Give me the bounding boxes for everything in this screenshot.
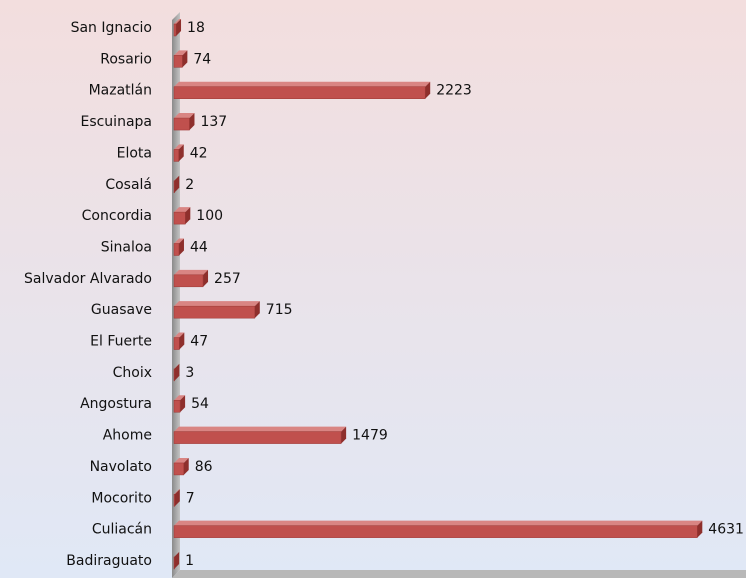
bar-top — [174, 301, 260, 307]
bar-side — [697, 520, 703, 538]
bar-side — [179, 332, 185, 350]
y-tick-label: Angostura — [80, 396, 152, 412]
y-tick-label: Rosario — [100, 51, 152, 67]
bar — [173, 211, 186, 225]
bar — [173, 117, 190, 131]
value-label: 2223 — [436, 83, 472, 99]
value-label: 715 — [266, 302, 293, 318]
y-tick-label: Culiacán — [92, 522, 152, 538]
bar-side — [176, 19, 182, 36]
value-label: 7 — [186, 490, 195, 506]
value-label: 257 — [214, 271, 241, 287]
bar-side — [174, 552, 180, 569]
bar-top — [174, 207, 191, 213]
y-tick-label: Badiraguato — [66, 553, 152, 569]
bars — [173, 19, 703, 570]
bar-top — [174, 269, 209, 275]
y-tick-label: Salvador Alvarado — [24, 271, 152, 287]
y-tick-label: Cosalá — [105, 177, 152, 193]
bar-top — [174, 332, 185, 338]
bar-top — [174, 175, 180, 181]
bar-top — [174, 19, 182, 24]
y-tick-label: Concordia — [82, 208, 152, 224]
y-tick-label: El Fuerte — [90, 334, 152, 350]
bar-side — [189, 113, 195, 131]
bar-side — [254, 301, 260, 319]
y-tick-label: Mocorito — [91, 490, 152, 506]
bar-side — [178, 238, 184, 256]
value-label: 3 — [185, 365, 194, 381]
bar-top — [174, 238, 184, 244]
bar — [173, 399, 181, 413]
bar-side — [174, 489, 180, 507]
bar-top — [174, 520, 703, 526]
value-label: 2 — [185, 177, 194, 193]
y-tick-label: Mazatlán — [89, 83, 152, 99]
bar — [173, 149, 179, 162]
y-tick-label: Guasave — [91, 302, 152, 318]
bar — [173, 556, 175, 570]
value-label: 1 — [185, 553, 194, 569]
y-tick-label: Ahome — [103, 428, 152, 444]
value-label: 137 — [200, 114, 227, 130]
value-label: 74 — [193, 51, 211, 67]
bar — [173, 274, 204, 288]
value-label: 47 — [190, 334, 208, 350]
bar-top — [174, 81, 431, 87]
value-label: 42 — [190, 145, 208, 161]
value-label: 1479 — [352, 428, 388, 444]
value-label: 44 — [190, 239, 208, 255]
value-label: 4631 — [708, 522, 744, 538]
bar-top — [174, 363, 180, 369]
bar-top — [174, 395, 186, 401]
bar-top — [174, 144, 184, 150]
bar-top — [174, 426, 347, 432]
bar-side — [178, 144, 184, 162]
bar-side — [425, 81, 431, 99]
bar — [173, 494, 176, 507]
bar — [173, 23, 177, 37]
bar — [173, 55, 183, 68]
y-tick-label: Choix — [113, 365, 152, 381]
bar-side — [180, 395, 186, 413]
bar-side — [183, 457, 189, 475]
y-tick-label: Elota — [117, 145, 152, 161]
value-label: 18 — [187, 20, 205, 36]
bar-side — [182, 50, 188, 68]
bar-side — [174, 363, 180, 381]
bar — [173, 525, 698, 538]
bar — [173, 431, 342, 444]
bar — [173, 462, 184, 476]
bar-side — [341, 426, 347, 444]
bar — [173, 86, 426, 99]
value-label: 54 — [191, 396, 209, 412]
y-tick-label: Navolato — [90, 459, 152, 475]
value-label: 100 — [196, 208, 223, 224]
bar — [173, 305, 256, 319]
bar — [173, 368, 175, 382]
bar-side — [203, 269, 209, 287]
bar-top — [174, 50, 188, 56]
floor — [172, 570, 746, 578]
y-tick-label: Escuinapa — [80, 114, 152, 130]
bar-side — [174, 175, 180, 193]
bar-top — [174, 113, 195, 119]
bar-top — [174, 457, 189, 463]
bar-top — [174, 552, 180, 557]
bar — [173, 180, 175, 194]
bar — [173, 337, 180, 350]
bar — [173, 243, 180, 256]
y-tick-label: San Ignacio — [71, 20, 152, 36]
bar-top — [174, 489, 180, 495]
value-label: 86 — [195, 459, 213, 475]
y-tick-label: Sinaloa — [101, 239, 152, 255]
bar-side — [185, 207, 191, 225]
